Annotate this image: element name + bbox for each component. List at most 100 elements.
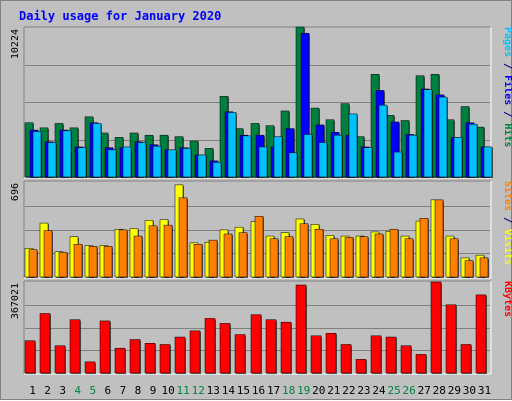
bar-sites-day-23 bbox=[359, 236, 369, 278]
bar-sites-day-18-fill bbox=[284, 236, 294, 278]
bar-kbytes-day-24-fill bbox=[370, 335, 382, 374]
bar-sites-day-7 bbox=[118, 229, 128, 278]
x-tick-label-day-29: 29 bbox=[448, 384, 461, 397]
bar-kbytes-day-19-fill bbox=[295, 284, 307, 374]
bar-sites-day-4 bbox=[73, 243, 83, 278]
bar-sites-day-3-fill bbox=[58, 252, 68, 278]
panel-sites-ymax-label: 696 bbox=[10, 183, 21, 201]
bar-sites-day-29 bbox=[449, 238, 459, 278]
bar-pages-day-11-fill bbox=[182, 148, 192, 178]
bar-sites-day-28 bbox=[434, 199, 444, 278]
bar-sites-day-15-fill bbox=[238, 232, 248, 278]
bar-kbytes-day-7 bbox=[114, 347, 126, 374]
x-tick-label-day-31: 31 bbox=[478, 384, 491, 397]
bar-kbytes-day-29 bbox=[445, 304, 457, 374]
bar-pages-day-30-fill bbox=[468, 123, 478, 178]
bar-kbytes-day-27-fill bbox=[415, 354, 427, 374]
x-tick-label-day-19: 19 bbox=[297, 384, 310, 397]
x-tick-label-day-26: 26 bbox=[403, 384, 416, 397]
bar-kbytes-day-9-fill bbox=[144, 342, 156, 374]
bar-sites-day-25-fill bbox=[389, 228, 399, 278]
x-tick-label-day-28: 28 bbox=[433, 384, 446, 397]
bar-sites-day-20 bbox=[314, 228, 324, 278]
bar-pages-day-2 bbox=[47, 142, 57, 178]
bar-pages-day-26 bbox=[408, 134, 418, 178]
bar-kbytes-day-18 bbox=[280, 321, 292, 374]
bar-kbytes-day-16 bbox=[250, 314, 262, 374]
bar-pages-day-1-fill bbox=[32, 131, 42, 178]
bar-pages-day-25-fill bbox=[393, 151, 403, 178]
bar-pages-day-23 bbox=[363, 147, 373, 178]
bar-pages-day-14 bbox=[227, 112, 237, 178]
bar-pages-day-18-fill bbox=[288, 152, 298, 178]
x-tick-label-day-6: 6 bbox=[105, 384, 112, 397]
bar-sites-day-19 bbox=[299, 223, 309, 278]
x-tick-label-day-15: 15 bbox=[237, 384, 250, 397]
bar-pages-day-1 bbox=[32, 131, 42, 178]
bar-kbytes-day-15-fill bbox=[234, 334, 246, 374]
x-tick-label-day-22: 22 bbox=[342, 384, 355, 397]
x-tick-label-day-13: 13 bbox=[207, 384, 220, 397]
bar-pages-day-21-fill bbox=[333, 134, 343, 178]
bar-sites-day-25 bbox=[389, 228, 399, 278]
bar-pages-day-17 bbox=[273, 136, 283, 178]
bar-kbytes-day-1-fill bbox=[24, 340, 36, 374]
bar-pages-day-23-fill bbox=[363, 147, 373, 178]
bar-kbytes-day-31-fill bbox=[475, 294, 487, 374]
bar-pages-day-20 bbox=[318, 142, 328, 178]
bar-kbytes-day-5 bbox=[84, 361, 96, 374]
bar-pages-day-8 bbox=[137, 142, 147, 178]
bar-sites-day-3 bbox=[58, 252, 68, 278]
bar-sites-day-30-fill bbox=[464, 260, 474, 278]
bar-pages-day-19-fill bbox=[303, 134, 313, 178]
bar-kbytes-day-18-fill bbox=[280, 321, 292, 374]
bar-kbytes-day-10 bbox=[159, 344, 171, 374]
panel-hits-legend-part: / bbox=[502, 57, 512, 75]
bar-kbytes-day-23 bbox=[355, 359, 367, 374]
panel-kbytes-legend: KBytes bbox=[502, 281, 512, 317]
bar-pages-day-20-fill bbox=[318, 142, 328, 178]
x-tick-label-day-5: 5 bbox=[89, 384, 96, 397]
bar-kbytes-day-26-fill bbox=[400, 345, 412, 374]
bar-kbytes-day-25 bbox=[385, 336, 397, 374]
bar-pages-day-3 bbox=[62, 130, 72, 178]
x-tick-label-day-25: 25 bbox=[387, 384, 400, 397]
bar-sites-day-2 bbox=[43, 230, 53, 278]
bar-sites-day-9 bbox=[148, 225, 158, 278]
bar-sites-day-8-fill bbox=[133, 235, 143, 278]
bar-pages-day-15 bbox=[242, 135, 252, 178]
x-tick-label-day-18: 18 bbox=[282, 384, 295, 397]
bar-sites-day-20-fill bbox=[314, 228, 324, 278]
bar-pages-day-6 bbox=[107, 149, 117, 178]
bar-kbytes-day-14 bbox=[219, 323, 231, 374]
bar-pages-day-29-fill bbox=[453, 137, 463, 178]
bar-pages-day-28 bbox=[438, 96, 448, 178]
panel-hits-legend-part: Hits bbox=[502, 123, 512, 147]
chart-title: Daily usage for January 2020 bbox=[19, 9, 221, 23]
panel-hits-legend-part: / bbox=[502, 105, 512, 123]
x-tick-label-day-4: 4 bbox=[74, 384, 81, 397]
bar-kbytes-day-30-fill bbox=[460, 344, 472, 374]
x-tick-label-day-20: 20 bbox=[312, 384, 325, 397]
bar-kbytes-day-20-fill bbox=[310, 335, 322, 374]
bar-pages-day-25 bbox=[393, 151, 403, 178]
bar-kbytes-day-11-fill bbox=[174, 336, 186, 374]
panel-sites-legend-part: Sites bbox=[502, 181, 512, 211]
bar-sites-day-8 bbox=[133, 235, 143, 278]
bar-pages-day-29 bbox=[453, 137, 463, 178]
bar-sites-day-31 bbox=[479, 257, 489, 278]
bar-kbytes-day-6 bbox=[99, 320, 111, 374]
bar-sites-day-17 bbox=[269, 238, 279, 278]
bar-sites-day-30 bbox=[464, 260, 474, 278]
x-tick-label-day-11: 11 bbox=[177, 384, 190, 397]
bar-kbytes-day-29-fill bbox=[445, 304, 457, 374]
bar-kbytes-day-3-fill bbox=[54, 345, 66, 374]
bar-sites-day-10-fill bbox=[163, 224, 173, 278]
x-tick-label-day-8: 8 bbox=[135, 384, 142, 397]
bar-kbytes-day-31 bbox=[475, 294, 487, 374]
bar-kbytes-day-28-fill bbox=[430, 281, 442, 374]
bar-pages-day-28-fill bbox=[438, 96, 448, 178]
bar-pages-day-12-fill bbox=[197, 154, 207, 178]
